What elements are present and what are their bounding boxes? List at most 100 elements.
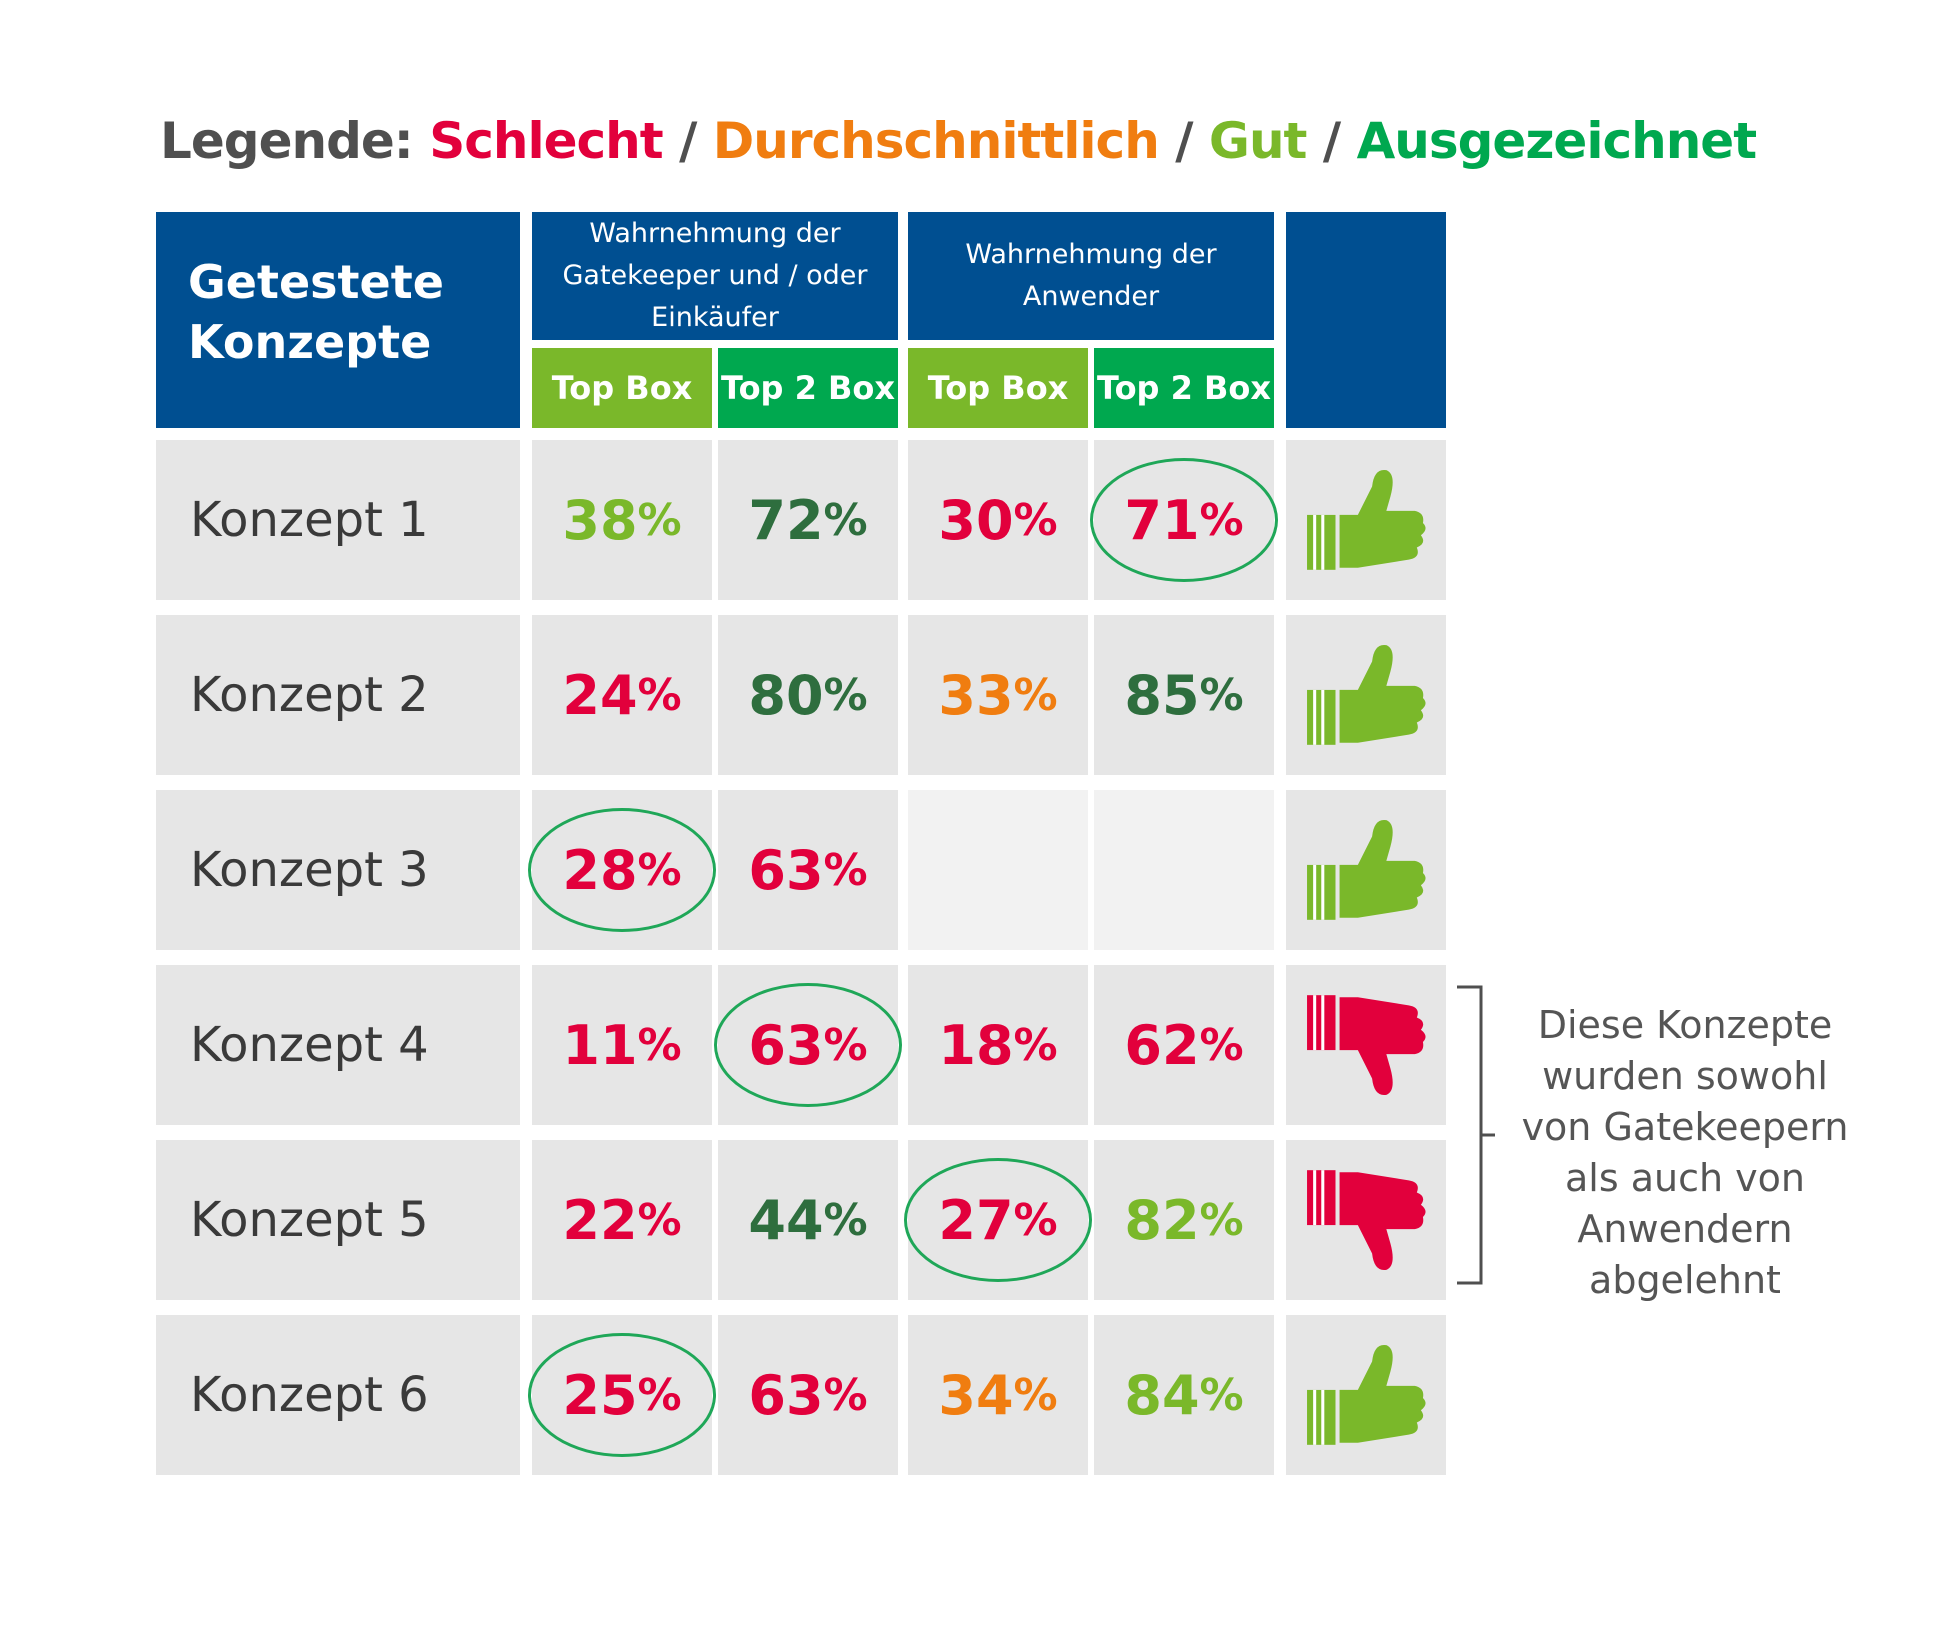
- value-percent-sign: %: [637, 1019, 682, 1071]
- value-percent-sign: %: [637, 1369, 682, 1421]
- bracket-icon: [1457, 985, 1495, 1285]
- value-percent-sign: %: [1199, 1019, 1244, 1071]
- verdict-cell: [1286, 615, 1446, 775]
- value-number: 34: [938, 1363, 1014, 1427]
- value-cell: 18%: [908, 965, 1088, 1125]
- value-number: 27: [938, 1188, 1014, 1252]
- concept-name: Konzept 5: [190, 1192, 429, 1248]
- value-number: 84: [1124, 1363, 1200, 1427]
- concept-name: Konzept 4: [190, 1017, 429, 1073]
- value-number: 38: [562, 488, 638, 552]
- subheader-label: Top 2 Box: [720, 369, 896, 407]
- legend-separator: /: [679, 112, 697, 170]
- verdict-cell: [1286, 440, 1446, 600]
- value-cell: 22%: [532, 1140, 712, 1300]
- value-number: 80: [748, 663, 824, 727]
- verdict-cell: [1286, 965, 1446, 1125]
- value-percent-sign: %: [637, 494, 682, 546]
- subheader-label: Top Box: [551, 369, 693, 407]
- value-percent-sign: %: [1199, 669, 1244, 721]
- value-percent-sign: %: [823, 1369, 868, 1421]
- value-percent-sign: %: [637, 669, 682, 721]
- value-percent-sign: %: [823, 1194, 868, 1246]
- value-cell: 84%: [1094, 1315, 1274, 1475]
- verdict-cell: [1286, 790, 1446, 950]
- value-percent-sign: %: [1013, 669, 1058, 721]
- header-row-label: Getestete Konzepte: [156, 212, 520, 428]
- thumbs-up-icon: [1305, 814, 1427, 926]
- value-percent-sign: %: [1013, 494, 1058, 546]
- value-number: 82: [1124, 1188, 1200, 1252]
- header-group-gatekeeper-line: Einkäufer: [651, 302, 779, 333]
- concept-name: Konzept 6: [190, 1367, 429, 1423]
- legend-prefix: Legende:: [160, 112, 414, 170]
- legend: Legende: Schlecht / Durchschnittlich / G…: [160, 112, 1757, 170]
- value-number: 22: [562, 1188, 638, 1252]
- verdict-cell: [1286, 1140, 1446, 1300]
- value-number: 71: [1124, 488, 1200, 552]
- value-percent-sign: %: [1013, 1019, 1058, 1071]
- value-cell: 82%: [1094, 1140, 1274, 1300]
- value-number: 33: [938, 663, 1014, 727]
- concept-name-cell: Konzept 4: [156, 965, 520, 1125]
- concept-name-cell: Konzept 3: [156, 790, 520, 950]
- concept-name: Konzept 1: [190, 492, 429, 548]
- value-cell: 63%: [714, 965, 902, 1125]
- value-percent-sign: %: [823, 844, 868, 896]
- value-cell: 34%: [908, 1315, 1088, 1475]
- header-group-anwender-line: Wahrnehmung der: [965, 239, 1217, 270]
- thumbs-up-icon: [1305, 464, 1427, 576]
- value-number: 28: [562, 838, 638, 902]
- value-cell: 80%: [718, 615, 898, 775]
- value-percent-sign: %: [823, 1019, 868, 1071]
- note-line: von Gatekeepern: [1521, 1105, 1849, 1149]
- value-percent-sign: %: [823, 669, 868, 721]
- value-number: 63: [748, 1013, 824, 1077]
- concept-name-cell: Konzept 6: [156, 1315, 520, 1475]
- note-line: Anwendern: [1577, 1207, 1793, 1251]
- value-percent-sign: %: [637, 844, 682, 896]
- value-percent-sign: %: [637, 1194, 682, 1246]
- value-number: 85: [1124, 663, 1200, 727]
- value-cell: 44%: [718, 1140, 898, 1300]
- value-cell: 38%: [532, 440, 712, 600]
- note-line: abgelehnt: [1589, 1258, 1781, 1302]
- value-cell: 33%: [908, 615, 1088, 775]
- header-group-anwender-line: Anwender: [1022, 281, 1160, 312]
- value-number: 25: [562, 1363, 638, 1427]
- rejection-note: Diese Konzepte wurden sowohl von Gatekee…: [1515, 1000, 1855, 1306]
- thumbs-down-icon: [1305, 989, 1427, 1101]
- value-cell: 11%: [532, 965, 712, 1125]
- subheader-top2-box: Top 2 Box: [718, 348, 898, 428]
- header-verdict-column: [1286, 212, 1446, 428]
- value-number: 63: [748, 1363, 824, 1427]
- value-cell: 72%: [718, 440, 898, 600]
- empty-value-cell: [1094, 790, 1274, 950]
- thumbs-down-icon: [1305, 1164, 1427, 1276]
- legend-item-durchschnittlich: Durchschnittlich: [712, 112, 1160, 170]
- header-row-label-text: Getestete Konzepte: [188, 255, 444, 369]
- value-number: 18: [938, 1013, 1014, 1077]
- header-group-gatekeeper-line: Wahrnehmung der: [589, 218, 841, 249]
- value-cell: 25%: [528, 1315, 716, 1475]
- value-number: 72: [748, 488, 824, 552]
- thumbs-up-icon: [1305, 639, 1427, 751]
- legend-item-gut: Gut: [1208, 112, 1308, 170]
- value-cell: 63%: [718, 1315, 898, 1475]
- subheader-top-box: Top Box: [532, 348, 712, 428]
- value-cell: 71%: [1090, 440, 1278, 600]
- concept-name-cell: Konzept 1: [156, 440, 520, 600]
- value-cell: 85%: [1094, 615, 1274, 775]
- value-percent-sign: %: [1013, 1194, 1058, 1246]
- value-percent-sign: %: [1199, 1369, 1244, 1421]
- value-number: 63: [748, 838, 824, 902]
- note-line: Diese Konzepte: [1537, 1003, 1833, 1047]
- header-group-gatekeeper-line: Gatekeeper und / oder: [562, 260, 868, 291]
- subheader-top-box: Top Box: [908, 348, 1088, 428]
- value-cell: 28%: [528, 790, 716, 950]
- subheader-label: Top Box: [927, 369, 1069, 407]
- value-cell: 30%: [908, 440, 1088, 600]
- note-line: wurden sowohl: [1542, 1054, 1828, 1098]
- value-percent-sign: %: [1013, 1369, 1058, 1421]
- legend-separator: /: [1175, 112, 1193, 170]
